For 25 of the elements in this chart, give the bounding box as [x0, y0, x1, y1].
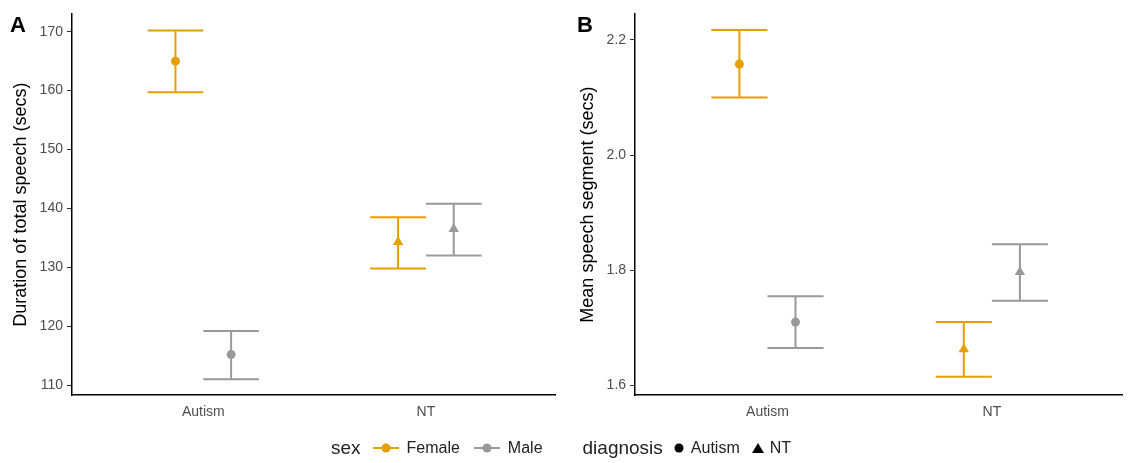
y-tick-label: 2.2	[606, 30, 627, 47]
x-tick-label: NT	[416, 403, 436, 420]
y-tick-label: 170	[39, 22, 64, 39]
y-tick-label: 2.0	[606, 145, 627, 162]
y-tick-label: 1.6	[606, 376, 627, 393]
category-label: Autism	[690, 439, 740, 456]
y-tick-label: 120	[39, 317, 64, 334]
y-tick-label: 130	[39, 258, 64, 275]
y-tick-label: 140	[39, 199, 64, 216]
y-axis-title: Duration of total speech (secs)	[9, 82, 30, 327]
y-tick-label: 150	[39, 140, 64, 157]
category-label: NT	[769, 439, 792, 456]
x-tick-label: Autism	[746, 403, 789, 420]
legend-label: Female	[406, 439, 460, 457]
x-tick-label: NT	[982, 403, 1002, 420]
text: diagnosis	[582, 437, 663, 458]
text: sex	[330, 437, 361, 458]
legend-label: Male	[507, 439, 543, 457]
y-tick-label: 110	[40, 376, 64, 393]
chart-title: B	[577, 12, 593, 38]
x-tick-label: Autism	[181, 403, 225, 420]
y-axis-title: Mean speech segment (secs)	[576, 86, 597, 323]
chart-title: A	[10, 12, 26, 38]
y-tick-label: 160	[39, 81, 64, 98]
y-tick-label: 1.8	[606, 261, 627, 278]
